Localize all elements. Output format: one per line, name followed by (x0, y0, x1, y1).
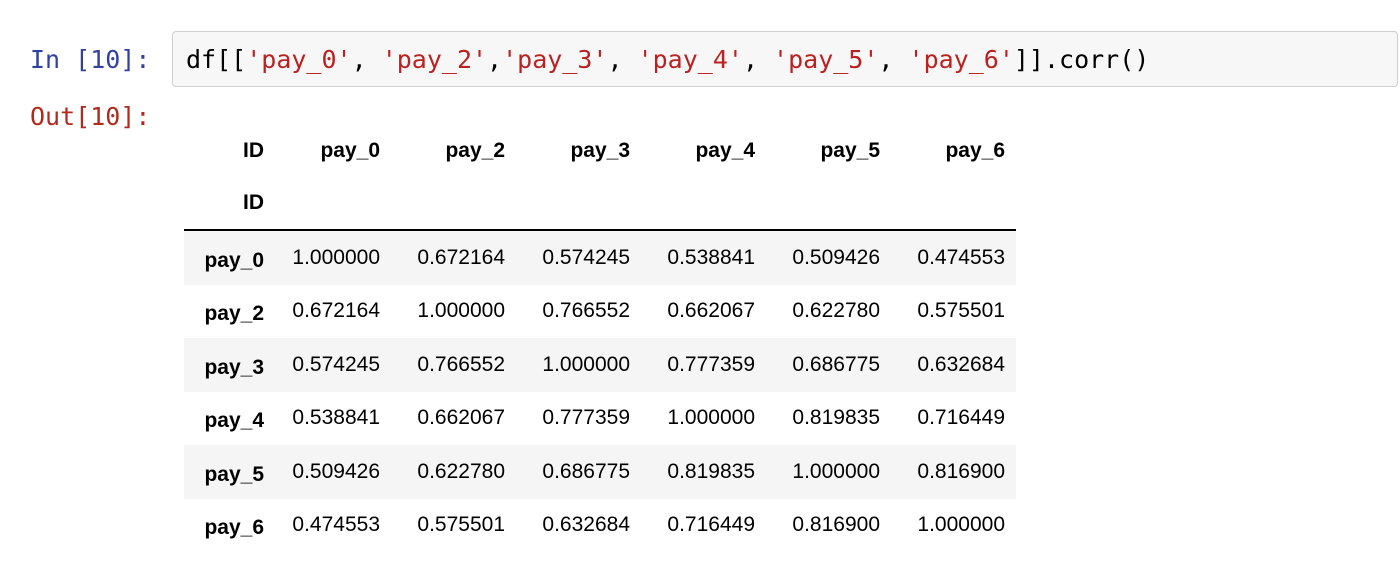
table-cell: 0.766552 (417, 352, 505, 376)
column-header: pay_3 (570, 139, 630, 162)
table-cell: 0.662067 (417, 406, 505, 430)
table-cell: 0.538841 (292, 406, 380, 430)
code-token: , (487, 45, 503, 74)
empty-header-cell (891, 177, 1016, 230)
table-cell: 0.632684 (917, 352, 1005, 376)
table-cell: 0.766552 (542, 299, 630, 323)
code-string-token: 'pay_6' (908, 45, 1014, 74)
table-cell: 1.000000 (917, 513, 1005, 537)
code-token: , (742, 45, 774, 74)
table-cell: 0.672164 (292, 299, 380, 323)
column-header: pay_4 (695, 139, 755, 162)
code-line[interactable]: df[['pay_0', 'pay_2','pay_3', 'pay_4', '… (186, 46, 1149, 74)
empty-header-cell (516, 177, 641, 230)
table-cell: 0.474553 (292, 513, 380, 537)
table-index-header-row: ID (184, 177, 1016, 230)
table-cell: 0.622780 (792, 299, 880, 323)
table-row: pay_4 0.538841 0.662067 0.777359 1.000000 0.8… (184, 391, 1016, 445)
row-index-label: pay_6 (204, 516, 264, 540)
code-string-token: 'pay_3' (502, 45, 608, 74)
table-cell: 0.716449 (667, 513, 755, 537)
table-cell: 0.816900 (917, 459, 1005, 483)
table-row: pay_3 0.574245 0.766552 1.000000 0.777359 0.6… (184, 338, 1016, 392)
table-cell: 1.000000 (292, 245, 380, 269)
code-token: ]].corr() (1013, 45, 1150, 74)
code-token: , (351, 45, 382, 74)
table-column-header-row: ID pay_0 pay_2 pay_3 pay_4 pay_5 pay_6 (184, 125, 1016, 177)
table-cell: 0.622780 (417, 459, 505, 483)
table-cell: 0.509426 (292, 459, 380, 483)
column-header: pay_6 (945, 139, 1005, 162)
code-string-token: 'pay_2' (381, 45, 488, 74)
table-cell: 0.686775 (542, 459, 630, 483)
column-header: pay_5 (820, 139, 880, 162)
table-row: pay_5 0.509426 0.622780 0.686775 0.819835 1.0… (184, 445, 1016, 499)
table-row: pay_2 0.672164 1.000000 0.766552 0.662067 0.6… (184, 284, 1016, 338)
code-string-token: 'pay_4' (637, 45, 743, 74)
table-cell: 0.474553 (917, 245, 1005, 269)
table-cell: 0.575501 (917, 299, 1005, 323)
table-cell: 0.819835 (792, 406, 880, 430)
row-index-label: pay_2 (204, 302, 264, 326)
code-token: , (878, 45, 909, 74)
table-cell: 0.816900 (792, 513, 880, 537)
code-token: df[[ (186, 45, 247, 74)
table-cell: 0.574245 (542, 245, 630, 269)
table-row: pay_6 0.474553 0.575501 0.632684 0.716449 0.8… (184, 498, 1016, 552)
empty-header-cell (266, 177, 391, 230)
row-index-label: pay_4 (204, 409, 264, 433)
table-cell: 1.000000 (792, 459, 880, 483)
table-cell: 1.000000 (542, 352, 630, 376)
table-cell: 0.777359 (667, 352, 755, 376)
column-header: pay_2 (445, 139, 505, 162)
table-cell: 0.662067 (667, 299, 755, 323)
table-cell: 0.575501 (417, 513, 505, 537)
code-cell[interactable]: df[['pay_0', 'pay_2','pay_3', 'pay_4', '… (172, 31, 1398, 87)
row-index-label: pay_3 (204, 355, 264, 379)
table-cell: 1.000000 (667, 406, 755, 430)
output-prompt: Out[10]: (30, 102, 151, 131)
empty-header-cell (641, 177, 766, 230)
table-row: pay_0 1.000000 0.672164 0.574245 0.538841 0.5… (184, 230, 1016, 285)
code-token: , (607, 45, 638, 74)
column-header: pay_0 (320, 139, 380, 162)
columns-name-header: ID (243, 139, 264, 162)
row-index-label: pay_5 (204, 462, 264, 486)
table-cell: 0.777359 (542, 406, 630, 430)
empty-header-cell (391, 177, 516, 230)
table-cell: 0.574245 (292, 352, 380, 376)
table-cell: 0.819835 (667, 459, 755, 483)
index-name-header: ID (243, 191, 264, 214)
table-cell: 0.509426 (792, 245, 880, 269)
table-cell: 0.538841 (667, 245, 755, 269)
table-cell: 0.716449 (917, 406, 1005, 430)
input-prompt: In [10]: (30, 45, 151, 74)
table-cell: 0.672164 (417, 245, 505, 269)
code-string-token: 'pay_0' (246, 45, 352, 74)
row-index-label: pay_0 (204, 248, 264, 272)
table-cell: 0.632684 (542, 513, 630, 537)
table-cell: 0.686775 (792, 352, 880, 376)
code-string-token: 'pay_5' (773, 45, 879, 74)
empty-header-cell (766, 177, 891, 230)
table-cell: 1.000000 (417, 299, 505, 323)
correlation-table: ID pay_0 pay_2 pay_3 pay_4 pay_5 pay_6 I… (184, 125, 1016, 552)
